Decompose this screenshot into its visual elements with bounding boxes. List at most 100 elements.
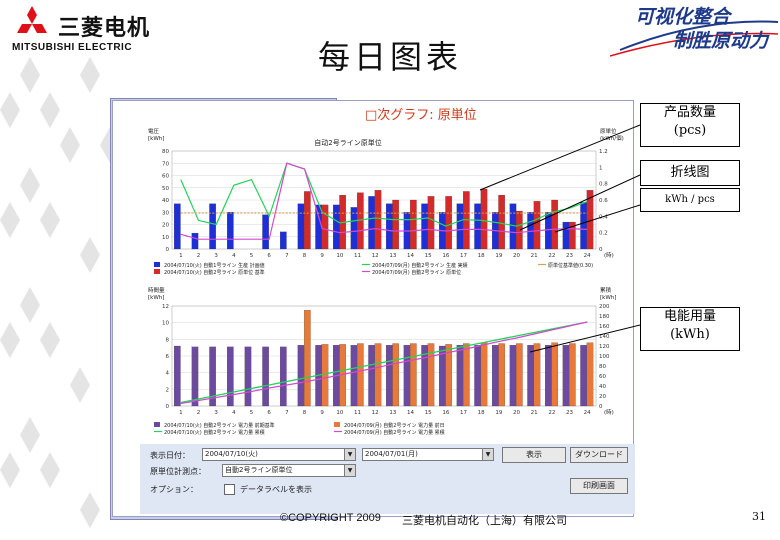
bar [445, 196, 452, 250]
bar [209, 346, 216, 407]
callout-production: 产品数量 (pcs) [640, 103, 740, 147]
x-tick-label: 9 [320, 410, 324, 416]
y-tick-label: 50 [162, 186, 169, 192]
logo-chinese: 三菱电机 [58, 16, 151, 41]
x-tick-label: 15 [425, 253, 432, 259]
x-tick-label: 19 [495, 253, 502, 259]
x-tick-label: 9 [320, 253, 324, 259]
x-tick-label: 3 [214, 253, 218, 259]
bar [545, 212, 552, 250]
legend-entry: 2004/07/10(火) 自動2号ライン 電力量 前期基準 [164, 422, 275, 429]
x-tick-label: 14 [407, 410, 414, 416]
x-tick-label: 4 [232, 253, 236, 259]
chart2-yright-label: 累積 [600, 286, 612, 294]
unit-label: 原単位計測点： [150, 467, 206, 476]
x-tick-label: 21 [531, 253, 538, 259]
date-select-1-value: 2004/07/10(火) [205, 450, 258, 458]
x-tick-label: 2 [197, 253, 201, 259]
bar [562, 221, 570, 250]
legend-entry: 2004/07/10(火) 自動2号ライン 電力量 累積 [164, 429, 265, 436]
legend-swatch [154, 422, 160, 427]
bar [374, 343, 382, 407]
copyright: ©COPYRIGHT 2009 [280, 512, 381, 524]
y2-tick-label: 160 [599, 324, 610, 330]
x-tick-label: 3 [214, 410, 218, 416]
y-tick-label: 12 [162, 304, 169, 310]
bar [333, 204, 340, 250]
bar [456, 345, 464, 407]
bar [516, 343, 523, 407]
bar [463, 343, 470, 407]
chart2-yleft-label: [kWh] [148, 295, 164, 301]
chevron-down-icon[interactable]: ▼ [344, 449, 355, 460]
bar [321, 204, 329, 250]
bar [569, 221, 576, 250]
bar [427, 196, 435, 250]
x-tick-label: 24 [584, 410, 591, 416]
slide-title: 每日图表 [317, 38, 462, 76]
bar [474, 203, 481, 250]
bar [209, 203, 216, 250]
download-button[interactable]: ダウンロード [570, 447, 628, 463]
company-name: 三菱电机自动化（上海）有限公司 [402, 514, 567, 527]
slogan-line1: 可视化整合 [634, 6, 730, 28]
y-tick-label: 2 [166, 387, 170, 393]
bar [410, 343, 417, 407]
bar [386, 203, 393, 250]
legend-entry: 2004/07/10(火) 自動1号ライン 生産 計画値 [164, 262, 265, 269]
legend-entry: 2004/07/09(月) 自動2号ライン 生産 実績 [372, 262, 468, 269]
unit-select[interactable]: 自動2号ライン原単位 ▼ [222, 464, 356, 477]
background-pattern [0, 57, 120, 528]
bar [191, 346, 199, 407]
bar [262, 346, 269, 407]
legend-swatch [154, 262, 160, 267]
company-logo: 三菱电机 MITSUBISHI ELECTRIC [6, 6, 206, 53]
print-button[interactable]: 印刷画面 [570, 478, 628, 494]
y-tick-label: 6 [166, 354, 170, 360]
chevron-down-icon[interactable]: ▼ [482, 449, 493, 460]
bar [480, 342, 488, 407]
bar [527, 345, 534, 407]
slogan-line2: 制胜原动力 [672, 30, 768, 52]
y2-tick-label: 0 [599, 404, 603, 410]
bar [562, 345, 570, 407]
chart1-x-unit: (時) [604, 251, 614, 259]
bar [174, 203, 181, 250]
y2-tick-label: 0.8 [599, 182, 608, 188]
x-tick-label: 1 [179, 253, 183, 259]
y-tick-label: 40 [162, 198, 169, 204]
x-tick-label: 12 [372, 253, 379, 259]
x-tick-label: 13 [389, 410, 396, 416]
bar [304, 191, 311, 250]
x-tick-label: 21 [531, 410, 538, 416]
date-select-1[interactable]: 2004/07/10(火) ▼ [202, 448, 356, 461]
date-select-2[interactable]: 2004/07/01(月) ▼ [362, 448, 494, 461]
bar [533, 201, 541, 250]
bar [498, 194, 505, 250]
x-tick-label: 7 [285, 253, 289, 259]
x-tick-label: 7 [285, 410, 289, 416]
y2-tick-label: 200 [599, 304, 610, 310]
bar [421, 203, 428, 250]
x-tick-label: 10 [336, 410, 343, 416]
x-tick-label: 6 [267, 410, 271, 416]
bar [191, 232, 199, 250]
callout-unit: kWh / pcs [640, 188, 740, 212]
bar [280, 346, 287, 407]
chart1-inner-title: 自动2号ライン原単位 [314, 138, 381, 147]
y-tick-label: 8 [166, 337, 170, 343]
slogan-swoosh [610, 20, 779, 57]
x-tick-label: 16 [442, 410, 449, 416]
query-form: 表示日付： 2004/07/10(火) ▼ 2004/07/01(月) ▼ 表示 ダ… [140, 444, 635, 514]
x-tick-label: 6 [267, 253, 271, 259]
bar [174, 345, 181, 407]
chevron-down-icon[interactable]: ▼ [344, 465, 355, 476]
x-tick-label: 22 [548, 410, 555, 416]
chart2-yleft-label: 時間量 [148, 286, 165, 294]
data-label-checkbox[interactable] [224, 484, 235, 495]
display-button[interactable]: 表示 [502, 447, 566, 463]
y2-tick-label: 0.2 [599, 231, 608, 237]
bar [392, 199, 399, 250]
option-label: オプション： [150, 485, 198, 494]
legend-entry: 2004/07/09(月) 自動2号ライン 原単位 [372, 269, 461, 276]
